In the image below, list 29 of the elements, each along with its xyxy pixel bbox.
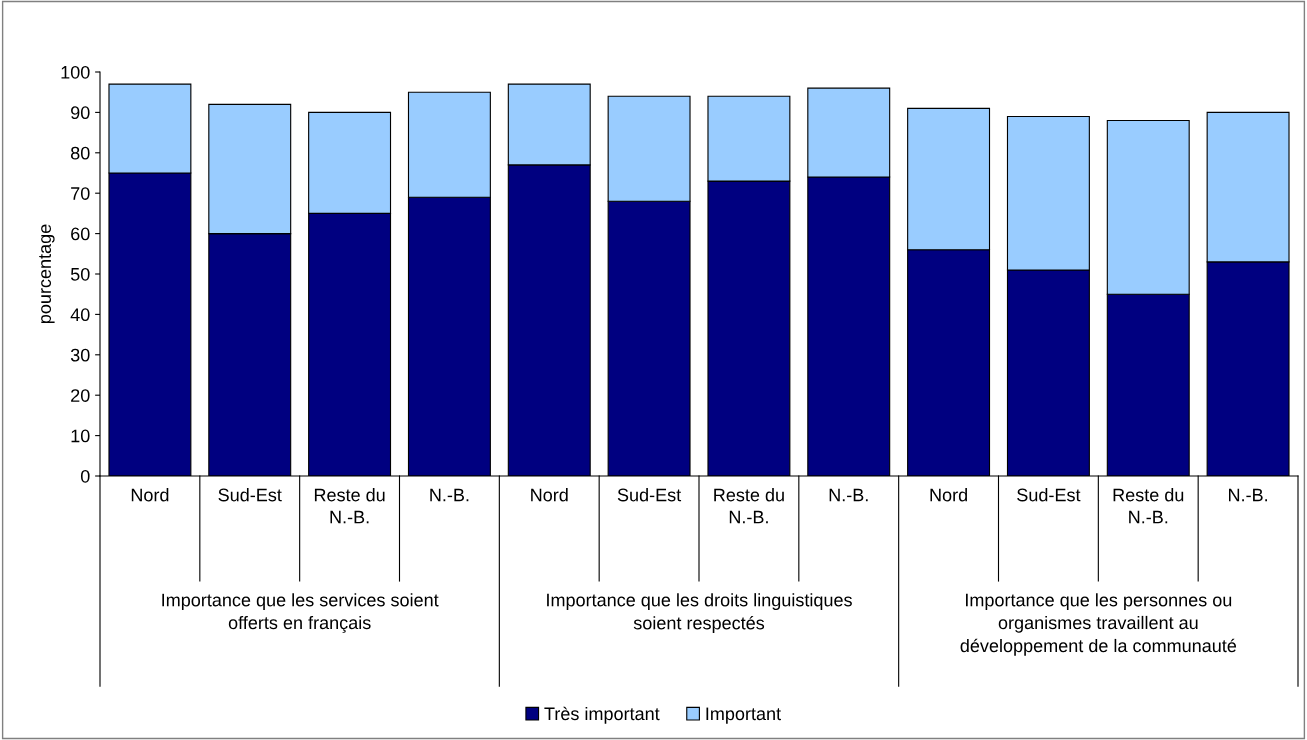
x-tick-label: Reste du N.-B. [314,488,385,524]
y-tick-label: 50 [70,267,90,281]
legend-label: Très important [544,706,660,724]
y-axis-title: pourcentage [39,224,55,324]
y-tick-label: 60 [71,227,90,241]
y-tick-label: 80 [70,146,90,160]
y-tick-label: 0 [80,469,90,483]
x-tick-label: Sud-Est [617,488,682,502]
x-tick-label: Reste du N.-B. [714,488,784,524]
x-tick-label: Reste du N.-B. [1113,488,1184,524]
text: Importance que les services soient offerts en français [162,593,439,633]
y-tick-label: 100 [61,65,90,79]
x-tick-label: N.-B. [1229,488,1267,502]
y-tick-label: 70 [71,187,90,200]
text: Importance que les personnes ou organismes travaillent au développement de la communauté [960,593,1237,656]
text: Importance que les droits linguistiques soient respectés [547,593,852,634]
y-tick-label: 40 [70,308,90,322]
y-tick-label: 30 [70,348,90,362]
x-tick-label: N.-B. [829,488,868,502]
x-tick-label: Sud-Est [1017,488,1081,502]
x-tick-label: Nord [930,488,967,502]
x-tick-label: Nord [131,488,169,502]
x-tick-label: Nord [531,488,568,502]
x-tick-label: N.-B. [430,488,469,502]
y-tick-label: 20 [71,389,90,402]
y-tick-label: 10 [71,429,90,443]
legend-label: Important [706,707,781,724]
x-tick-label: Sud-Est [218,488,282,502]
y-tick-label: 90 [71,106,90,120]
